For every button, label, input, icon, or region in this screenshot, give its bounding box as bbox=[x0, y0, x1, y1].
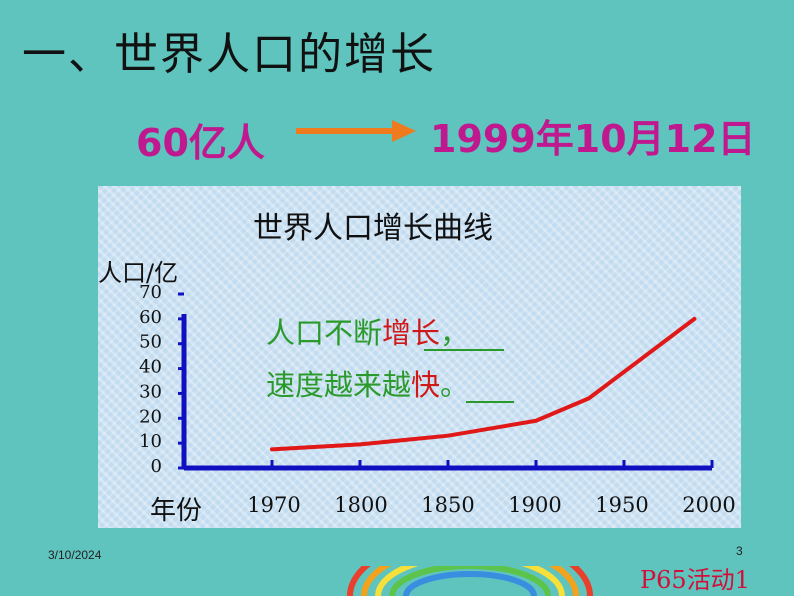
y-tick-label: 60 bbox=[139, 307, 162, 328]
y-tick-label: 30 bbox=[139, 381, 162, 402]
y-tick-label: 0 bbox=[151, 456, 162, 477]
x-tick-label: 1900 bbox=[508, 493, 561, 517]
annotation-1-prefix: 人口不断 bbox=[266, 316, 382, 350]
annotation-1-emph: 增长 bbox=[382, 316, 440, 350]
x-tick-label: 1970 bbox=[247, 493, 300, 517]
annotation-line-2: 速度越来越快。 bbox=[266, 368, 469, 402]
slide-title: 一、世界人口的增长 bbox=[22, 29, 436, 80]
y-tick-label: 20 bbox=[139, 406, 162, 427]
y-tick-label: 40 bbox=[139, 357, 162, 378]
activity-link[interactable]: P65活动1 bbox=[640, 566, 750, 594]
annotation-1-suffix: ， bbox=[440, 316, 469, 350]
footer-date: 3/10/2024 bbox=[48, 548, 102, 562]
annotation-2-emph: 快 bbox=[411, 368, 440, 402]
population-chart: 世界人口增长曲线 人口/亿 年份 70 60 50 40 30 20 10 0 1970 1800… bbox=[98, 211, 736, 526]
date-headline: 1999年10月12日 bbox=[430, 117, 756, 161]
x-tick-label: 1850 bbox=[421, 493, 474, 517]
y-tick-label: 70 bbox=[139, 282, 162, 303]
slide-number: 3 bbox=[736, 544, 743, 558]
rainbow-decoration bbox=[347, 566, 593, 596]
y-tick-label: 50 bbox=[139, 332, 162, 353]
y-tick-label: 10 bbox=[139, 431, 162, 452]
chart-panel: 世界人口增长曲线 人口/亿 年份 70 60 50 40 30 20 10 0 1970 1800… bbox=[98, 186, 741, 528]
y-axis-label: 人口/亿 bbox=[98, 259, 178, 287]
x-tick-label: 1950 bbox=[595, 493, 648, 517]
annotation-2-suffix: 。 bbox=[440, 368, 469, 402]
right-arrow-icon bbox=[296, 120, 416, 142]
population-curve bbox=[270, 316, 697, 452]
x-tick-label: 2000 bbox=[682, 493, 735, 517]
annotation-2-prefix: 速度越来越 bbox=[266, 368, 411, 402]
annotation-line-1: 人口不断增长， bbox=[266, 316, 469, 350]
chart-title: 世界人口增长曲线 bbox=[253, 211, 493, 246]
x-tick-label: 1800 bbox=[334, 493, 387, 517]
x-axis-label: 年份 bbox=[150, 496, 202, 526]
population-headline: 60亿人 bbox=[136, 121, 265, 165]
